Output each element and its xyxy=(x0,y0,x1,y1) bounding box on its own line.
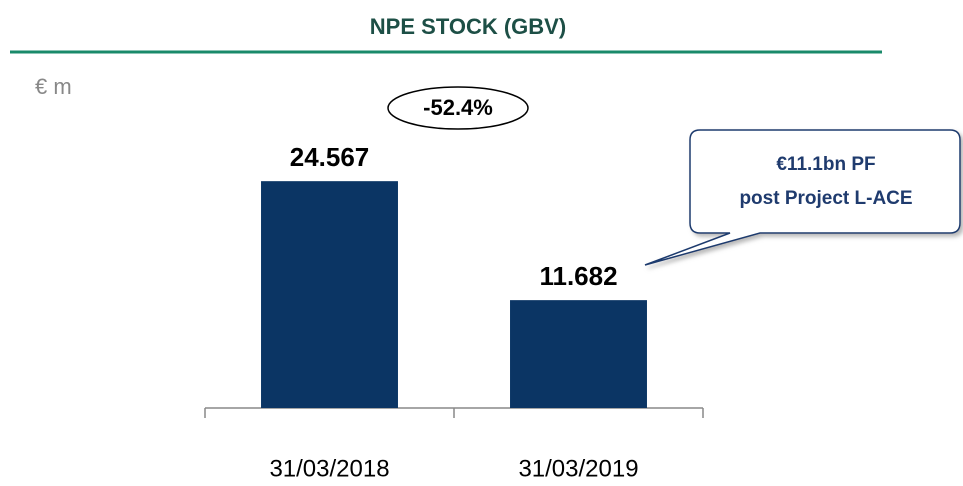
callout-line: €11.1bn PF xyxy=(776,154,875,175)
callout xyxy=(644,129,961,266)
chart-title: NPE STOCK (GBV) xyxy=(370,14,566,39)
change-label: -52.4% xyxy=(423,95,493,120)
unit-label: € m xyxy=(35,74,72,99)
value-label: 11.682 xyxy=(539,261,617,291)
x-tick-label: 31/03/2018 xyxy=(269,455,389,482)
callout-line: post Project L-ACE xyxy=(739,188,912,209)
change-oval xyxy=(387,86,529,130)
x-tick-label: 31/03/2019 xyxy=(518,455,638,482)
bar xyxy=(261,181,398,408)
value-label: 24.567 xyxy=(290,142,370,172)
bar xyxy=(510,300,647,408)
